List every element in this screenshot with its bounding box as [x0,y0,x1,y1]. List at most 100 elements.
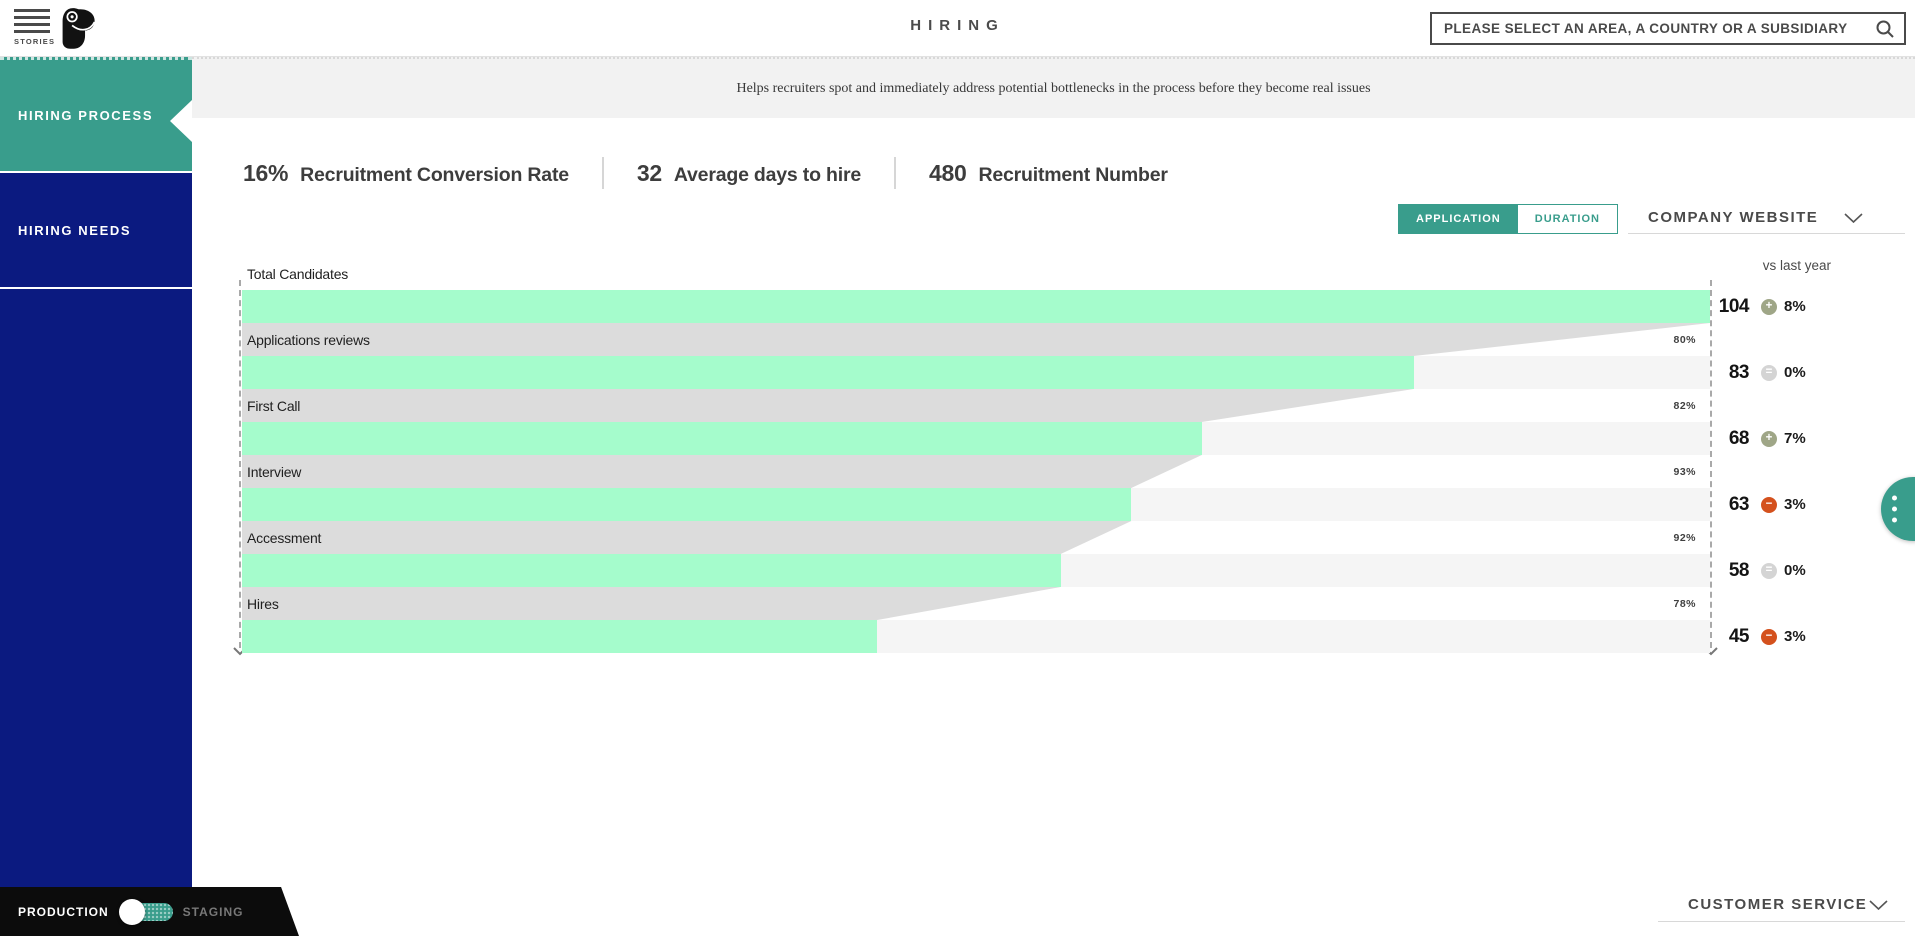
funnel-connector [242,455,1202,488]
trend-flat-icon: = [1761,562,1777,579]
view-toggle: APPLICATION DURATION [1398,204,1618,234]
stage-value: 104 [1718,295,1750,317]
stat-value: 16% [243,159,289,186]
funnel-stage-label: Hires [247,595,279,612]
funnel-bar[interactable] [242,620,878,653]
stage-value-row: 63−3% [1713,488,1853,521]
more-options-button[interactable] [1881,477,1915,541]
page-title: HIRING [910,17,1005,34]
stat-item: 32 Average days to hire [637,160,861,187]
conversion-rate-label: 78% [1673,597,1696,610]
environment-switch[interactable] [118,898,173,925]
funnel-connector [242,389,1414,422]
sidebar: HIRING PROCESS HIRING NEEDS [0,57,192,936]
trend-up-icon: + [1761,430,1777,447]
stat-label: Recruitment Conversion Rate [300,163,569,186]
funnel-connector [242,323,1710,356]
funnel-bar[interactable] [242,290,1710,323]
hamburger-icon [14,9,50,12]
funnel-bar[interactable] [242,488,1132,521]
stat-value: 480 [928,159,967,186]
funnel-connector [242,587,1061,620]
menu-button[interactable]: STORIES [14,9,55,46]
funnel-left-axis [239,280,241,648]
stat-item: 480 Recruitment Number [929,160,1168,187]
toggle-duration-button[interactable]: DURATION [1517,205,1617,233]
funnel-stage-label-row: Total Candidates [242,257,1710,290]
conversion-rate-label: 80% [1673,333,1696,346]
stat-label: Average days to hire [673,163,861,186]
trend-down-icon: − [1761,496,1777,513]
stage-change-percent: 8% [1784,298,1806,315]
conversion-rate-label: 92% [1673,531,1696,544]
stage-value: 83 [1728,361,1750,383]
funnel-connector-row: Interview 93% [242,455,1710,488]
funnel-bar[interactable] [242,356,1414,389]
stat-divider [601,157,604,189]
environment-production-label: PRODUCTION [18,904,109,919]
funnel-bar-row [242,620,1710,653]
stat-item: 16% Recruitment Conversion Rate [243,160,569,187]
environment-banner: PRODUCTION STAGING [0,887,299,936]
environment-staging-label: STAGING [182,904,244,919]
stat-divider [893,157,896,189]
stage-value: 63 [1728,493,1750,515]
top-bar: STORIES HIRING PLEASE SELECT AN AREA, A … [0,0,1915,57]
conversion-rate-label: 82% [1673,399,1696,412]
stage-value-row: 68 +7% [1713,422,1853,455]
funnel-connector-row: Accessment 92% [242,521,1710,554]
stage-change-percent: 0% [1784,364,1806,381]
stage-change-percent: 3% [1784,628,1806,645]
stat-label: Recruitment Number [978,163,1168,186]
sidebar-item-label: HIRING PROCESS [18,108,154,123]
funnel-stage-label: First Call [247,397,301,414]
stage-change-percent: 3% [1784,496,1806,513]
trend-down-icon: − [1761,628,1777,645]
kebab-menu-icon [1892,495,1897,523]
funnel-bar-row [242,488,1710,521]
stage-value: 68 [1728,427,1750,449]
stage-change-percent: 0% [1784,562,1806,579]
funnel-bar-row [242,422,1710,455]
conversion-rate-label: 93% [1673,465,1696,478]
funnel-stage-label: Applications reviews [247,331,370,348]
stat-value: 32 [636,159,662,186]
funnel-connector-row: Hires 78% [242,587,1710,620]
funnel-chart: Total Candidates Applications reviews 80% F… [242,257,1710,653]
funnel-connector-row: First Call 82% [242,389,1710,422]
funnel-bar-row [242,356,1710,389]
toggle-application-button[interactable]: APPLICATION [1399,205,1518,233]
stats-row: 16% Recruitment Conversion Rate 32 Average … [243,153,1168,193]
description-banner: Helps recruiters spot and immediately ad… [192,57,1915,118]
active-item-notch-icon [170,100,192,142]
sidebar-item-hiring-process[interactable]: HIRING PROCESS [0,57,192,173]
funnel-connector-row: Applications reviews 80% [242,323,1710,356]
sidebar-item-hiring-needs[interactable]: HIRING NEEDS [0,173,192,289]
funnel-stage-label: Accessment [247,529,322,546]
search-icon [1876,20,1894,38]
benchmark-dropdown-value: COMPANY WEBSITE [1648,209,1819,226]
switch-knob-icon [118,898,145,925]
benchmark-dropdown[interactable]: COMPANY WEBSITE [1628,202,1905,234]
sidebar-item-label: HIRING NEEDS [18,222,132,238]
service-dropdown[interactable]: CUSTOMER SERVICE [1658,888,1905,922]
service-dropdown-value: CUSTOMER SERVICE [1688,896,1868,913]
menu-label: STORIES [14,37,56,46]
trend-flat-icon: = [1761,364,1777,381]
stage-value-row: 83 = 0% [1713,356,1853,389]
trend-up-icon: + [1761,298,1777,315]
comparison-label: vs last year [1762,258,1831,273]
funnel-bar[interactable] [242,554,1061,587]
funnel-stage-label: Interview [247,463,302,480]
chevron-down-icon [1869,899,1888,910]
stage-change-percent: 7% [1784,430,1806,447]
funnel-connector [242,521,1132,554]
stage-value-row: 58 = 0% [1713,554,1853,587]
toucan-logo-icon [60,5,98,56]
search-placeholder: PLEASE SELECT AN AREA, A COUNTRY OR A SU… [1444,21,1848,36]
stage-value-row: 45−3% [1713,620,1853,653]
search-box[interactable]: PLEASE SELECT AN AREA, A COUNTRY OR A SU… [1430,12,1906,45]
funnel-bar-row [242,290,1710,323]
funnel-bar[interactable] [242,422,1202,455]
